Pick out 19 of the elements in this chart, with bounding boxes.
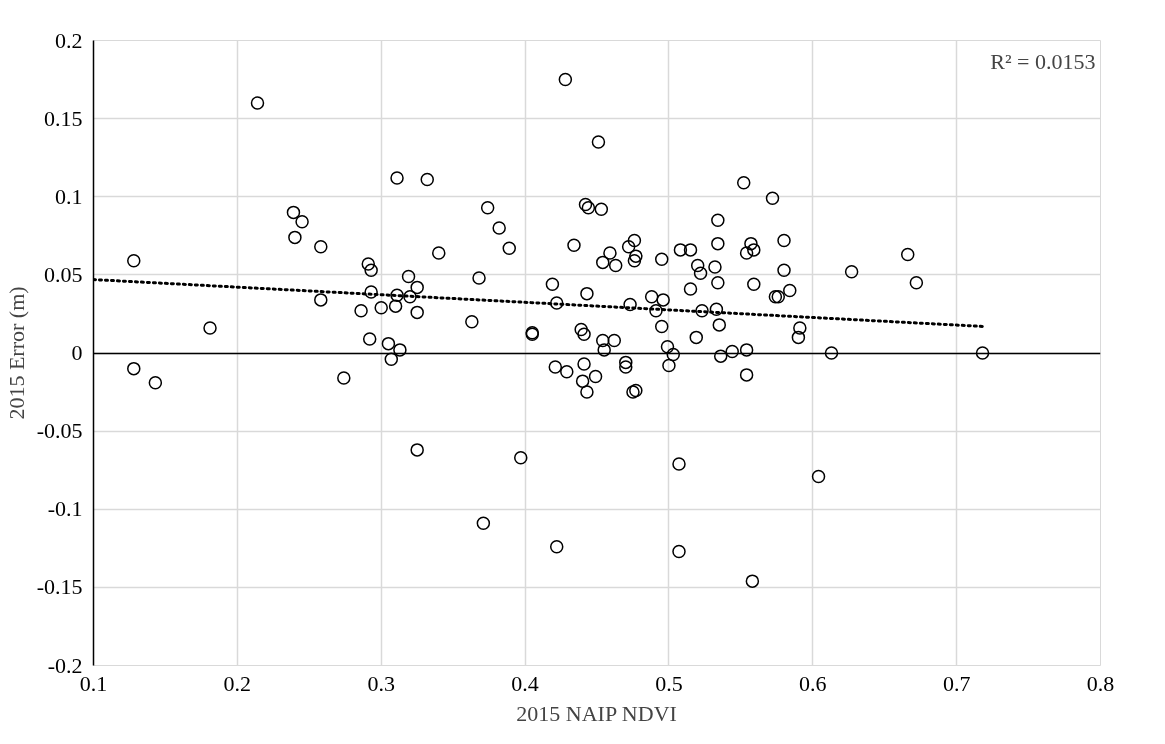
x-tick-label: 0.6 (799, 670, 827, 696)
y-tick-label: -0.15 (36, 574, 83, 600)
x-tick-label: 0.2 (223, 670, 252, 696)
y-axis-title: 2015 Error (m) (3, 286, 29, 420)
y-tick-label: 0 (71, 340, 83, 365)
x-tick-label: 0.3 (367, 670, 395, 696)
y-tick-label: 0.15 (44, 105, 83, 131)
y-tick-label: 0.1 (55, 183, 83, 209)
y-tick-label: -0.05 (36, 418, 83, 444)
x-tick-label: 0.4 (511, 670, 539, 696)
y-tick-label: 0.2 (55, 27, 83, 53)
x-axis-title: 2015 NAIP NDVI (516, 700, 677, 726)
x-tick-label: 0.7 (942, 670, 971, 696)
y-tick-label: -0.2 (47, 652, 83, 678)
annotation: R² = 0.0153 (990, 48, 1096, 74)
x-tick-label: 0.8 (1086, 670, 1115, 696)
x-tick-label: 0.5 (655, 670, 683, 696)
y-tick-label: -0.1 (47, 496, 83, 522)
y-tick-label: 0.05 (44, 261, 83, 287)
